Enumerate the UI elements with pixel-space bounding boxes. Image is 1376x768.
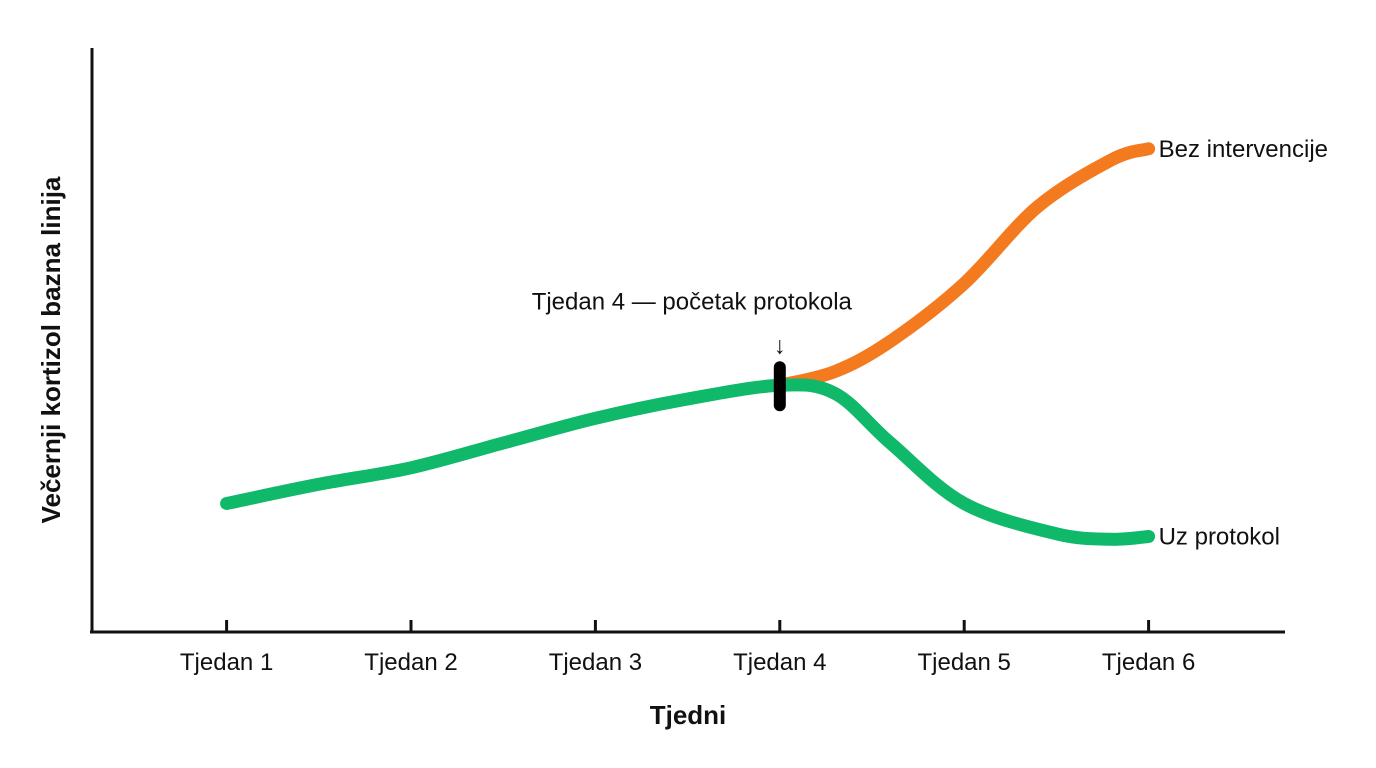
- series-label-uz-protokol: Uz protokol: [1159, 524, 1280, 551]
- x-tick-label-3: Tjedan 3: [549, 649, 642, 676]
- x-axis-title: Tjedni: [650, 700, 727, 730]
- x-tick-label-6: Tjedan 6: [1102, 649, 1195, 676]
- series-line-bez-intervencije: [773, 142, 1156, 392]
- x-tick-label-4: Tjedan 4: [733, 649, 826, 676]
- x-tick-label-5: Tjedan 5: [917, 649, 1010, 676]
- annotation-label: Tjedan 4 — početak protokola: [532, 288, 853, 315]
- series-labels: Uz protokol Bez intervencije: [1159, 136, 1328, 551]
- series-line-uz-protokol: [220, 378, 1156, 546]
- x-tick-label-1: Tjedan 1: [180, 649, 273, 676]
- annotation-arrow: ↓: [774, 332, 786, 359]
- x-ticks: Tjedan 1 Tjedan 2 Tjedan 3 Tjedan 4 Tjedan 5…: [180, 620, 1195, 676]
- series-layer: [220, 142, 1156, 546]
- series-label-bez-intervencije: Bez intervencije: [1159, 136, 1328, 163]
- y-axis-title: Večernji kortizol bazna linija: [36, 176, 66, 523]
- x-tick-label-2: Tjedan 2: [364, 649, 457, 676]
- annotation: ↓ Tjedan 4 — početak protokola: [532, 288, 853, 412]
